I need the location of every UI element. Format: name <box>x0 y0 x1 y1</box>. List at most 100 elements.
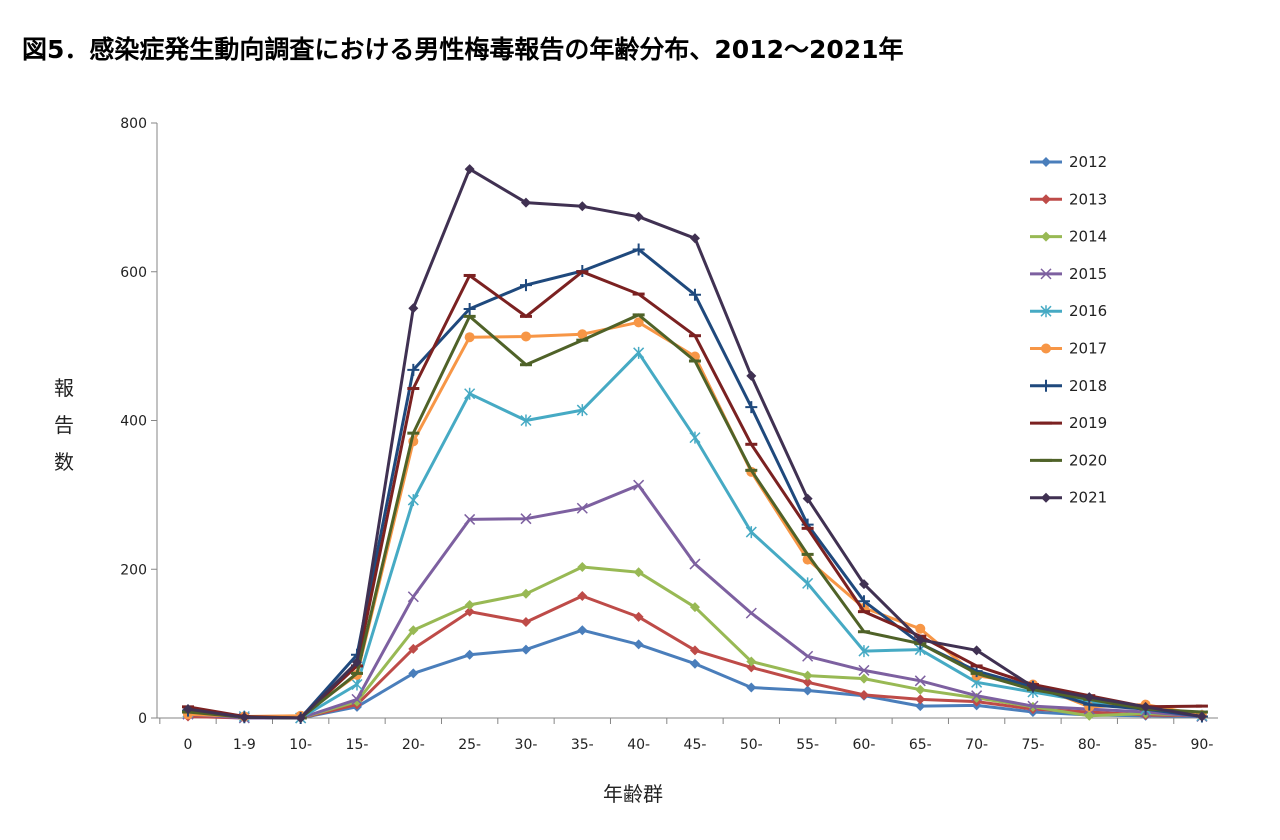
data-point-2015 <box>858 664 870 676</box>
data-point-2018 <box>688 288 701 301</box>
data-point-2016 <box>520 414 532 427</box>
data-point-2012 <box>408 668 419 679</box>
x-tick-label: 70- <box>965 737 988 753</box>
data-point-2012 <box>464 649 475 660</box>
x-tick-label: 35- <box>571 737 594 753</box>
data-point-2015 <box>914 675 926 687</box>
legend-marker <box>1040 379 1052 392</box>
data-point-2016 <box>802 577 814 590</box>
legend-label: 2014 <box>1069 228 1107 246</box>
legend-marker <box>1040 305 1052 318</box>
x-tick-label: 80- <box>1078 737 1101 753</box>
data-point-2013 <box>464 606 475 617</box>
data-point-2021 <box>915 634 926 645</box>
data-point-2018 <box>407 363 420 376</box>
legend: 2012 2013 2014 2015 2016 2017 2018 2019 2020 2021 <box>1030 153 1107 507</box>
y-axis-title-char: 報 <box>54 376 74 400</box>
legend-marker <box>1041 492 1051 503</box>
x-tick-label: 65- <box>909 737 932 753</box>
legend-marker <box>1041 231 1051 242</box>
legend-label: 2016 <box>1069 302 1107 320</box>
y-tick-label: 0 <box>138 711 147 727</box>
legend-label: 2015 <box>1069 265 1107 283</box>
legend-item-2014: 2014 <box>1030 228 1107 246</box>
y-axis-title-char: 告 <box>54 413 74 437</box>
legend-label: 2021 <box>1069 489 1107 507</box>
legend-label: 2018 <box>1069 377 1107 395</box>
data-point-2018 <box>745 401 758 414</box>
x-tick-label: 40- <box>627 737 650 753</box>
data-point-2012 <box>633 639 644 650</box>
x-tick-label: 0 <box>184 737 193 753</box>
data-point-2014 <box>689 602 700 613</box>
data-point-2017 <box>464 332 475 343</box>
data-point-2017 <box>915 623 926 634</box>
data-point-2021 <box>183 704 193 715</box>
data-point-2021 <box>633 211 644 222</box>
y-axis-title: 報告数 <box>54 376 74 474</box>
series-lines <box>182 164 1208 724</box>
data-point-2013 <box>520 617 531 628</box>
y-tick-label: 400 <box>120 414 147 430</box>
x-tick-label: 60- <box>853 737 876 753</box>
data-point-2015 <box>407 591 419 603</box>
legend-item-2012: 2012 <box>1030 153 1107 171</box>
data-point-2017 <box>577 329 588 340</box>
x-tick-label: 20- <box>402 737 425 753</box>
data-point-2021 <box>1140 701 1151 712</box>
data-point-2012 <box>915 701 926 712</box>
data-point-2015 <box>576 502 588 514</box>
data-point-2014 <box>520 588 531 599</box>
data-point-2013 <box>746 662 757 673</box>
data-point-2018 <box>519 279 532 292</box>
legend-item-2019: 2019 <box>1030 414 1107 432</box>
data-point-2021 <box>577 201 588 212</box>
data-point-2015 <box>745 607 757 619</box>
data-point-2016 <box>351 678 363 691</box>
data-point-2016 <box>407 494 419 507</box>
data-point-2015 <box>1027 700 1039 712</box>
chart-title: 図5．感染症発生動向調査における男性梅毒報告の年齢分布、2012～2021年 <box>22 35 904 64</box>
series-line-2020 <box>187 313 1202 720</box>
x-tick-label: 90- <box>1191 737 1214 753</box>
data-point-2016 <box>464 387 476 400</box>
data-point-2021 <box>802 493 813 504</box>
data-point-2012 <box>746 682 757 693</box>
data-point-2013 <box>689 645 700 656</box>
legend-item-2020: 2020 <box>1030 451 1107 469</box>
y-tick-label: 800 <box>120 116 147 132</box>
data-point-2018 <box>463 302 476 315</box>
data-point-2021 <box>1084 692 1095 703</box>
data-point-2015 <box>464 513 476 525</box>
data-point-2015 <box>520 513 532 525</box>
series-2014 <box>183 562 1207 723</box>
y-axis-title-char: 数 <box>54 450 74 474</box>
data-point-2012 <box>689 658 700 669</box>
axes: 0 200 400 600 800 0 1-9 10- 15- 20- 25- 30- 35- 40- 45… <box>120 116 1218 753</box>
data-point-2014 <box>746 656 757 667</box>
y-tick-label: 600 <box>120 265 147 281</box>
x-tick-label: 25- <box>458 737 481 753</box>
legend-item-2018: 2018 <box>1030 377 1107 395</box>
x-axis-title: 年齢群 <box>603 782 663 806</box>
x-tick-label: 85- <box>1134 737 1157 753</box>
data-point-2021 <box>239 712 250 723</box>
series-2021 <box>183 164 1207 723</box>
data-point-2013 <box>858 689 869 700</box>
data-point-2017 <box>633 317 644 328</box>
data-point-2015 <box>971 690 983 702</box>
data-point-2014 <box>633 567 644 578</box>
legend-label: 2017 <box>1069 340 1107 358</box>
data-point-2021 <box>746 370 757 381</box>
data-point-2021 <box>408 303 419 314</box>
x-tick-label: 15- <box>346 737 369 753</box>
x-tick-label: 1-9 <box>233 737 256 753</box>
data-point-2016 <box>745 526 757 539</box>
legend-marker <box>1041 343 1051 354</box>
data-point-2021 <box>971 645 982 656</box>
data-point-2021 <box>351 657 362 668</box>
x-tick-label: 30- <box>515 737 538 753</box>
data-point-2021 <box>520 197 531 208</box>
data-point-2018 <box>632 243 645 256</box>
